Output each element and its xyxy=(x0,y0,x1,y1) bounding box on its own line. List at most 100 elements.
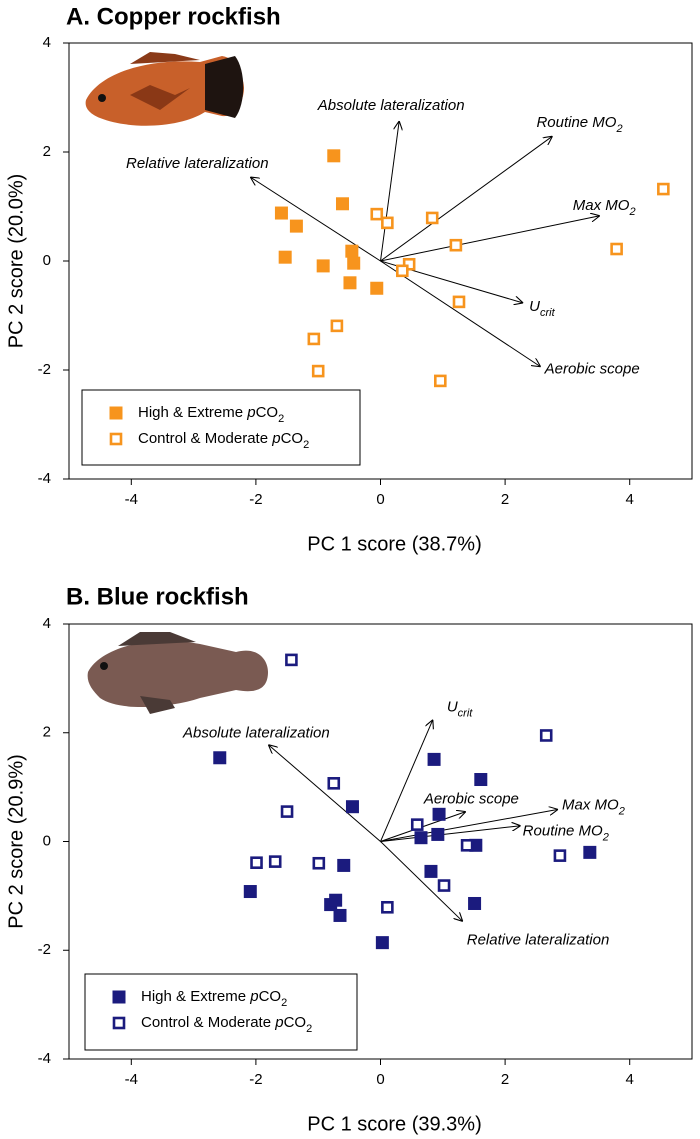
loading-label: Ucrit xyxy=(529,298,555,319)
x-axis-label: PC 1 score (38.7%) xyxy=(307,533,482,555)
point xyxy=(414,831,428,845)
point xyxy=(474,773,488,787)
loading-arrow xyxy=(380,841,463,922)
y-tick-label: 4 xyxy=(43,34,51,51)
point xyxy=(370,281,384,295)
loading-arrow xyxy=(250,177,381,262)
point xyxy=(329,893,343,907)
loading-arrow xyxy=(380,260,541,367)
x-tick-label: -4 xyxy=(125,491,138,508)
loading-arrow xyxy=(380,826,521,842)
point xyxy=(381,900,394,914)
copper-fish-image xyxy=(85,52,245,126)
text-part: U xyxy=(529,298,540,315)
text-part: 2 xyxy=(602,832,609,844)
text-part: Relative lateralization xyxy=(467,931,610,948)
point xyxy=(311,364,325,378)
text-part: Max MO xyxy=(562,796,619,813)
loading-label: Absolute lateralization xyxy=(317,97,465,114)
y-tick-label: 2 xyxy=(43,143,51,160)
legend-label: Control & Moderate pCO2 xyxy=(138,430,309,451)
y-tick-label: 2 xyxy=(43,724,51,741)
y-tick-label: -4 xyxy=(38,470,51,487)
y-axis-label: PC 2 score (20.0%) xyxy=(5,174,27,349)
text-part: Routine MO xyxy=(536,114,616,131)
text-part: High & Extreme xyxy=(141,988,250,1005)
point xyxy=(396,264,409,278)
point xyxy=(381,216,394,230)
loading-arrow xyxy=(380,216,600,262)
legend-label: High & Extreme pCO2 xyxy=(138,404,284,425)
loading-arrow xyxy=(380,809,559,842)
text-part: Control & Moderate xyxy=(141,1014,275,1031)
point xyxy=(213,751,227,765)
loading-label: Routine MO2 xyxy=(523,823,609,844)
point xyxy=(410,818,424,831)
point xyxy=(316,259,330,273)
text-part: 2 xyxy=(628,206,635,218)
x-tick-label: -2 xyxy=(249,1071,262,1088)
text-part: Absolute lateralization xyxy=(317,97,465,114)
point xyxy=(330,319,344,333)
y-tick-label: 0 xyxy=(43,832,51,849)
text-part: Max MO xyxy=(573,197,630,214)
text-part: 2 xyxy=(618,805,625,817)
text-part: p xyxy=(271,430,280,447)
text-part: Aerobic scope xyxy=(544,361,640,378)
point xyxy=(468,896,482,910)
text-part: crit xyxy=(540,307,556,319)
point xyxy=(345,244,359,258)
point xyxy=(243,885,257,899)
loading-arrow xyxy=(380,121,400,262)
x-tick-label: -2 xyxy=(249,491,262,508)
text-part: CO xyxy=(284,1014,307,1031)
text-part: U xyxy=(447,699,458,716)
point xyxy=(312,856,326,870)
text-part: 2 xyxy=(281,997,287,1009)
legend-marker xyxy=(112,990,126,1004)
loading-arrow xyxy=(380,720,433,842)
point xyxy=(268,855,282,868)
point xyxy=(370,207,384,221)
point xyxy=(434,374,447,388)
legend-box xyxy=(81,389,361,466)
point xyxy=(539,729,553,742)
blue-fish-image xyxy=(87,632,268,714)
text-part: High & Extreme xyxy=(138,404,247,421)
x-tick-label: 0 xyxy=(376,1071,384,1088)
point xyxy=(460,839,474,852)
x-axis-label: PC 1 score (39.3%) xyxy=(307,1113,482,1135)
y-tick-label: 4 xyxy=(43,615,51,632)
point xyxy=(425,211,439,225)
point xyxy=(343,276,357,290)
point xyxy=(375,936,389,950)
x-tick-label: -4 xyxy=(125,1071,138,1088)
point xyxy=(452,295,466,309)
point xyxy=(431,827,445,841)
point xyxy=(449,238,463,252)
loading-label: Aerobic scope xyxy=(423,791,519,808)
text-part: CO xyxy=(281,430,304,447)
text-part: 2 xyxy=(303,439,309,451)
x-tick-label: 0 xyxy=(376,491,384,508)
point xyxy=(610,242,623,256)
loading-label: Routine MO2 xyxy=(536,114,622,135)
point xyxy=(327,777,341,790)
y-axis-label: PC 2 score (20.9%) xyxy=(5,754,27,929)
point xyxy=(250,856,263,870)
point xyxy=(307,332,321,346)
text-part: p xyxy=(274,1014,283,1031)
text-part: Aerobic scope xyxy=(423,791,519,808)
text-part: p xyxy=(246,404,255,421)
text-part: CO xyxy=(259,988,282,1005)
loading-label: Max MO2 xyxy=(562,796,625,817)
legend-label: High & Extreme pCO2 xyxy=(141,988,287,1009)
point xyxy=(285,653,298,667)
y-tick-label: 0 xyxy=(43,252,51,269)
point xyxy=(347,256,361,270)
text-part: Absolute lateralization xyxy=(182,725,330,742)
x-tick-label: 2 xyxy=(501,1071,509,1088)
legend-box xyxy=(84,973,358,1051)
y-tick-label: -4 xyxy=(38,1050,51,1067)
y-tick-label: -2 xyxy=(38,361,51,378)
